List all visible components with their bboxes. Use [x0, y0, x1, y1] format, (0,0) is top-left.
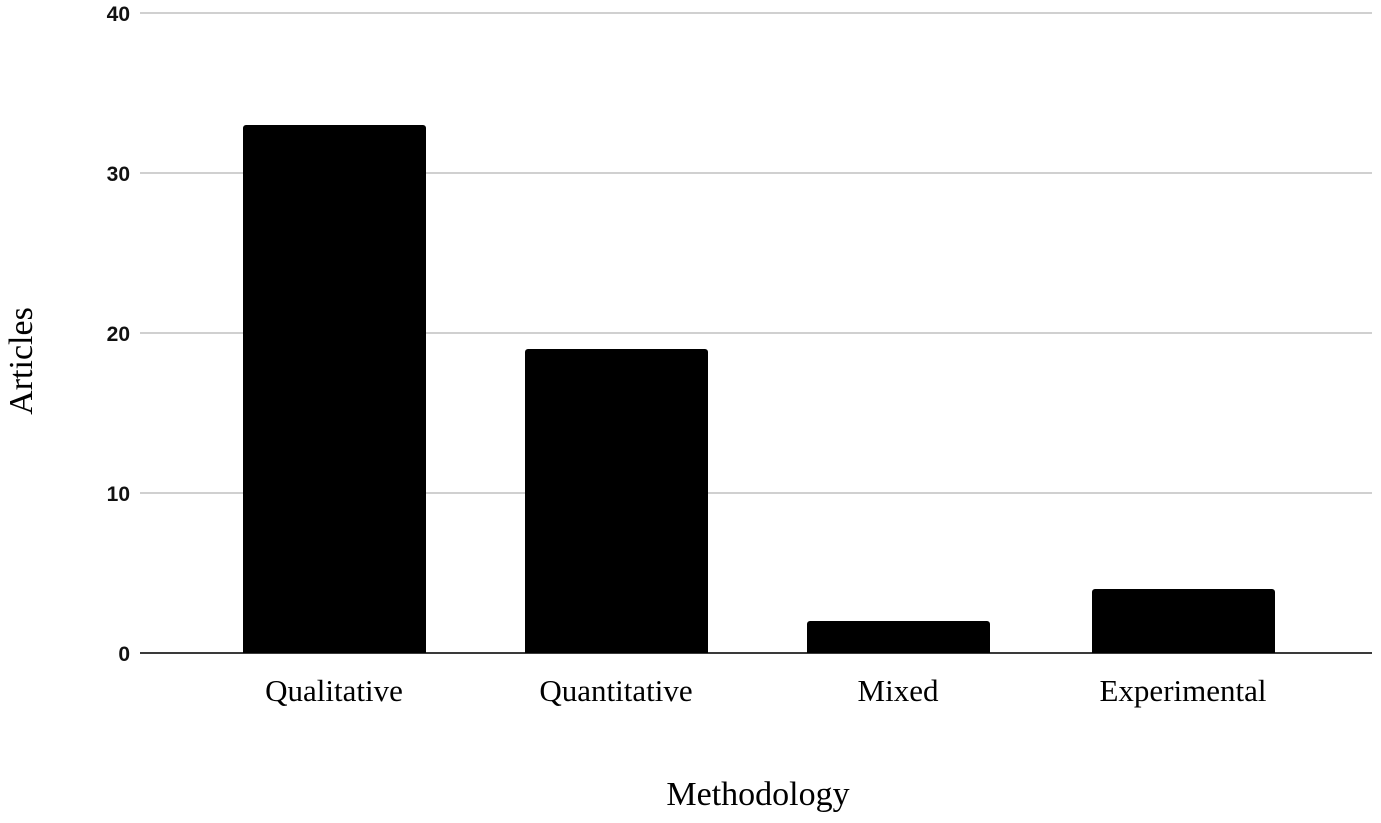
gridline: [140, 172, 1372, 174]
x-tick-label: Quantitative: [539, 673, 693, 708]
y-tick-label: 40: [106, 3, 130, 26]
bar-quantitative: [524, 349, 708, 653]
gridline: [140, 332, 1372, 334]
x-axis-title: Methodology: [666, 776, 850, 813]
x-tick-label: Experimental: [1099, 673, 1267, 708]
bar-qualitative: [242, 125, 426, 653]
gridline: [140, 492, 1372, 494]
bar-experimental: [1091, 589, 1275, 653]
y-tick-label: 30: [106, 163, 130, 186]
x-tick-label: Qualitative: [265, 673, 403, 708]
y-tick-label: 20: [106, 323, 130, 346]
x-tick-label: Mixed: [857, 673, 939, 708]
y-tick-label: 0: [118, 643, 130, 666]
y-tick-label: 10: [106, 483, 130, 506]
x-axis-line: [140, 652, 1372, 654]
bar-mixed: [806, 621, 990, 653]
y-axis-title: Articles: [3, 307, 40, 415]
gridline: [140, 12, 1372, 14]
